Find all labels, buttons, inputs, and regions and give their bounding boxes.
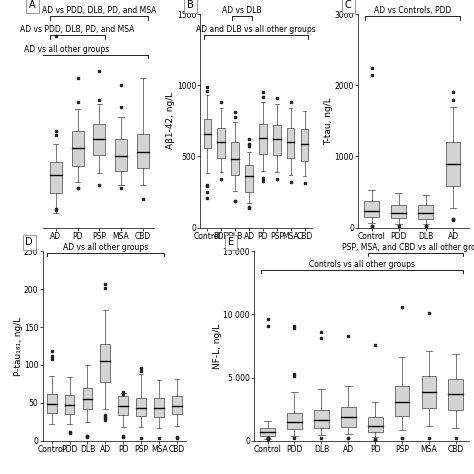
Bar <box>118 396 128 415</box>
Text: B: B <box>187 0 194 10</box>
Bar <box>115 139 127 171</box>
Bar <box>28 128 40 166</box>
Bar <box>100 344 110 382</box>
Text: AD vs all other groups: AD vs all other groups <box>24 45 109 54</box>
Bar <box>50 162 62 193</box>
Text: AD vs PDD, DLB, PD, and MSA: AD vs PDD, DLB, PD, and MSA <box>20 26 135 35</box>
Bar <box>245 165 253 192</box>
Bar <box>137 134 149 168</box>
Bar <box>260 428 275 436</box>
Text: AD vs DLB: AD vs DLB <box>222 6 262 15</box>
Text: AD vs all other groups: AD vs all other groups <box>63 243 148 252</box>
Bar <box>368 418 383 432</box>
Bar <box>473 203 474 217</box>
Text: AD and DLB vs all other groups: AD and DLB vs all other groups <box>196 26 316 35</box>
Bar <box>395 386 410 416</box>
Bar <box>421 376 437 408</box>
Text: E: E <box>228 237 235 247</box>
Text: AD vs Controls, PDD: AD vs Controls, PDD <box>374 6 451 15</box>
Bar <box>93 124 105 155</box>
Bar <box>287 128 294 158</box>
Bar <box>172 396 182 414</box>
Bar <box>231 142 239 175</box>
Bar <box>301 129 309 161</box>
Bar <box>364 201 379 217</box>
Bar <box>341 407 356 427</box>
Bar <box>72 131 83 166</box>
Text: AD vs PDD, DLB, PD, and MSA: AD vs PDD, DLB, PD, and MSA <box>42 6 156 15</box>
Bar <box>419 206 433 219</box>
Y-axis label: Aβ1-42, ng/L: Aβ1-42, ng/L <box>166 92 175 149</box>
Bar <box>273 125 281 155</box>
Y-axis label: T-tau, ng/L: T-tau, ng/L <box>324 97 333 145</box>
Text: C: C <box>345 0 352 10</box>
Bar <box>203 119 211 148</box>
Y-axis label: P-tau₁₈₁, ng/L: P-tau₁₈₁, ng/L <box>14 317 23 375</box>
Bar <box>6 125 18 156</box>
Bar <box>154 398 164 417</box>
Bar <box>392 205 406 218</box>
Text: PSP, MSA, and CBD vs all other groups: PSP, MSA, and CBD vs all other groups <box>342 243 474 252</box>
Text: Controls vs all other groups: Controls vs all other groups <box>309 260 415 269</box>
Bar <box>259 124 267 154</box>
Bar <box>287 413 302 429</box>
Bar <box>218 128 225 158</box>
Bar <box>64 394 74 413</box>
Bar <box>446 142 460 186</box>
Bar <box>137 398 146 416</box>
Bar <box>82 388 92 409</box>
Text: A: A <box>29 0 36 10</box>
Bar <box>314 410 329 428</box>
Bar <box>448 379 463 410</box>
Y-axis label: NF-L, ng/L: NF-L, ng/L <box>213 323 222 369</box>
Text: D: D <box>26 237 33 247</box>
Bar <box>47 394 56 413</box>
